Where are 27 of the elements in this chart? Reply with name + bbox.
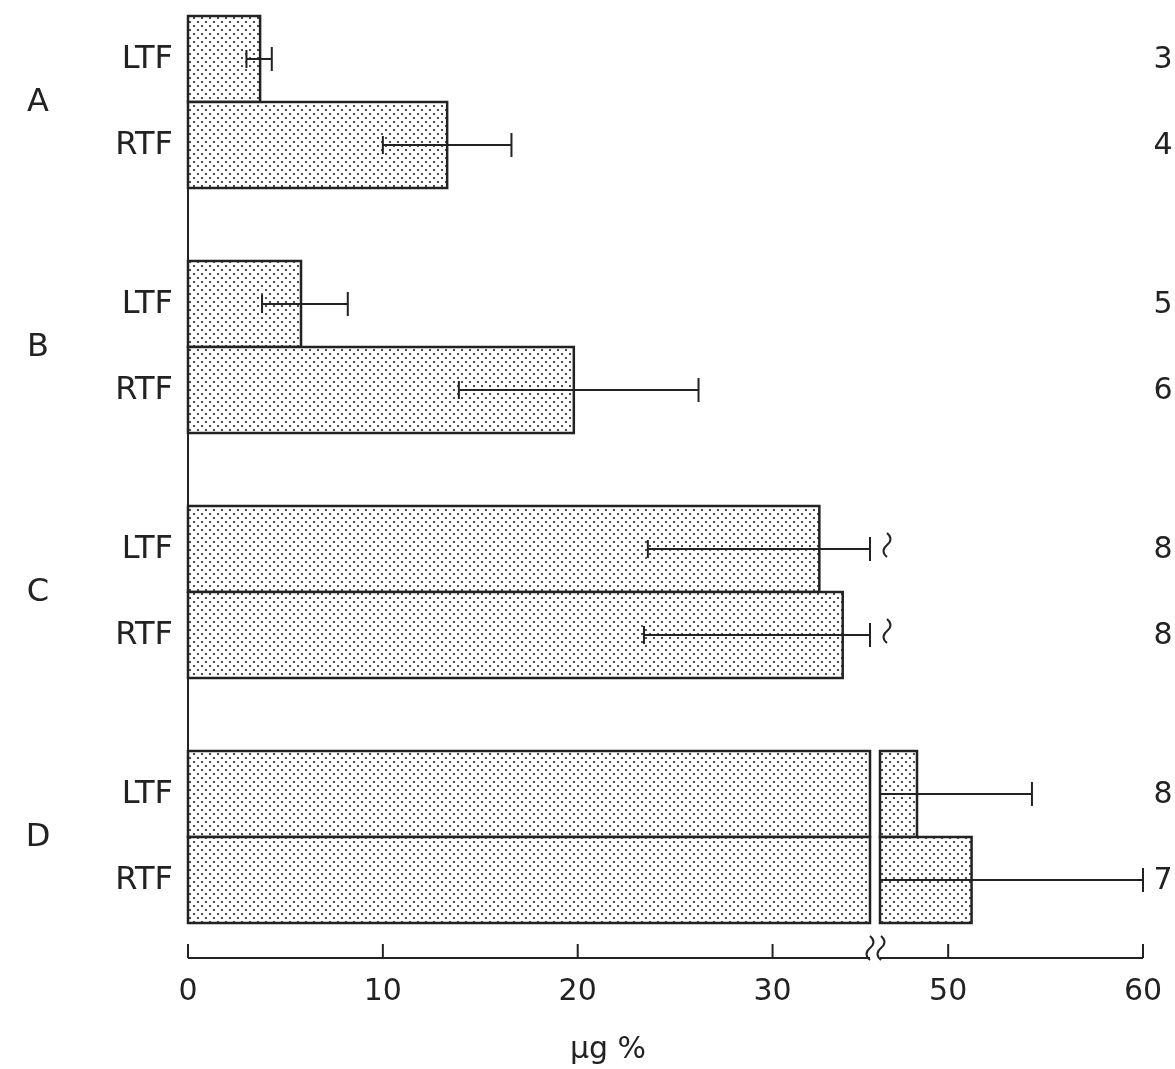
text: 4 <box>1153 125 1173 161</box>
text: 3 <box>1153 39 1173 75</box>
text: LTF <box>121 283 173 321</box>
x-tick-label: 20 <box>558 972 597 1007</box>
x-axis-title: μg % <box>569 1030 647 1065</box>
x-tick-label: 60 <box>1123 972 1163 1007</box>
text: LTF <box>121 773 173 811</box>
text: RTF <box>115 369 173 407</box>
series-label: RTF <box>115 124 173 162</box>
series-label: LTF <box>121 38 173 76</box>
x-tick-label: 10 <box>363 972 402 1007</box>
y-tick-label: B <box>27 326 49 364</box>
text: RTF <box>115 614 173 652</box>
y-tick-label: D <box>25 816 51 854</box>
x-tick-label: 0 <box>178 972 198 1007</box>
text: 5 <box>1153 284 1173 320</box>
text: 8 <box>1153 774 1173 810</box>
text: LTF <box>121 528 173 566</box>
x-tick-label: 50 <box>929 972 968 1007</box>
text: 8 <box>1153 615 1173 651</box>
y-tick-label: C <box>26 571 50 609</box>
text: 8 <box>1153 529 1173 565</box>
text: 7 <box>1153 860 1173 896</box>
y-tick-label: A <box>27 81 50 119</box>
x-tick-label: 30 <box>753 972 792 1007</box>
text: 6 <box>1153 370 1173 406</box>
text: RTF <box>115 859 173 897</box>
